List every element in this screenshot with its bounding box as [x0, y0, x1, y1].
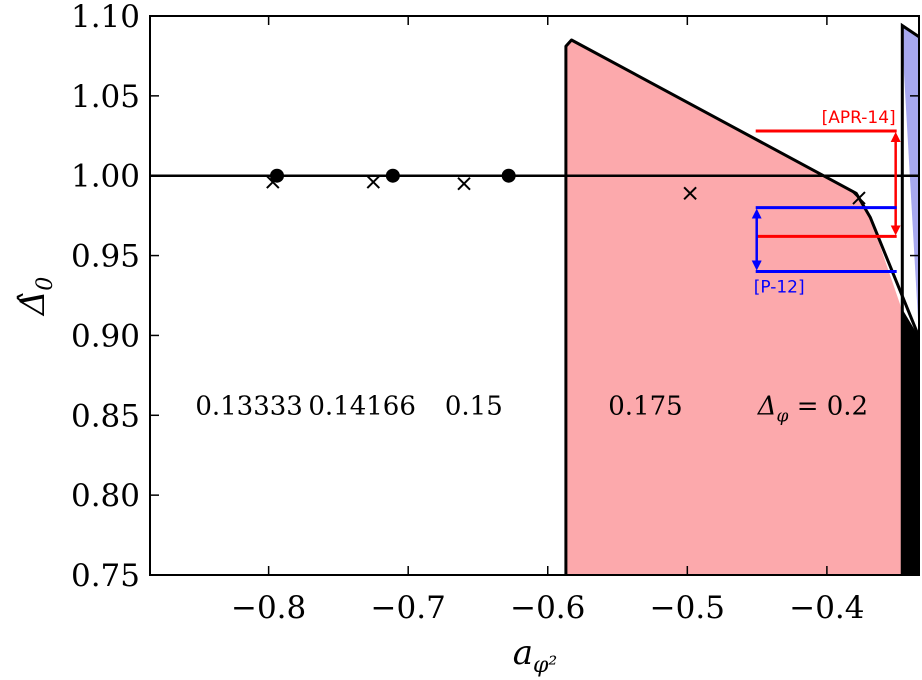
cross-point: [852, 191, 866, 205]
y-tick-label: 0.90: [71, 318, 140, 354]
x-axis-label: aφ²: [513, 633, 558, 678]
x-tick-label: −0.4: [789, 590, 864, 626]
y-axis-label: Δ̂0: [13, 277, 58, 318]
y-tick-label: 1.05: [71, 79, 140, 115]
y-tick-label: 0.95: [71, 239, 140, 275]
circle-point: [270, 168, 285, 183]
region-labels-layer: 0.13333 0.14166 0.15 0.175 Δφ = 0.2: [195, 392, 868, 427]
cross-stroke: [366, 175, 381, 189]
x-tick-label: −0.5: [650, 590, 725, 626]
region-label: 0.14166: [308, 392, 416, 422]
y-axis: 0.75 0.80 0.85 0.90 0.95 1.00 1.05 1.10: [71, 0, 919, 594]
circle-point: [501, 168, 516, 183]
x-tick-label: −0.6: [510, 590, 585, 626]
region-black: [900, 306, 919, 575]
annotations-layer: [APR-14] [P-12]: [751, 108, 901, 298]
y-tick-label: 1.00: [71, 159, 140, 195]
cross-stroke: [852, 191, 866, 205]
cross-point: [366, 175, 381, 189]
plot-frame: [149, 15, 920, 576]
region-blue: [902, 25, 919, 337]
cross-stroke: [266, 175, 280, 189]
cross-stroke: [457, 176, 471, 191]
p-12-label: [P-12]: [754, 278, 805, 298]
blue-region-edge: [900, 22, 919, 575]
cross-point: [683, 186, 697, 200]
cross-stroke: [683, 186, 697, 200]
region-label: 0.15: [445, 392, 503, 422]
region-label: 0.175: [608, 392, 682, 422]
y-tick-label: 1.10: [71, 0, 140, 35]
x-axis: −0.8 −0.7 −0.6 −0.5 −0.4: [231, 16, 865, 626]
y-tick-label: 0.85: [71, 398, 140, 434]
region-label: 0.13333: [195, 392, 303, 422]
y-tick-label: 0.80: [71, 478, 140, 514]
x-tick-label: −0.8: [231, 590, 306, 626]
points-layer: [266, 168, 866, 205]
x-tick-label: −0.7: [371, 590, 446, 626]
circle-point: [385, 168, 400, 183]
cross-point: [457, 176, 471, 191]
apr-14-label: [APR-14]: [822, 108, 896, 128]
y-tick-label: 0.75: [71, 558, 140, 594]
region-label: Δφ = 0.2: [757, 392, 868, 427]
cross-point: [266, 175, 280, 189]
